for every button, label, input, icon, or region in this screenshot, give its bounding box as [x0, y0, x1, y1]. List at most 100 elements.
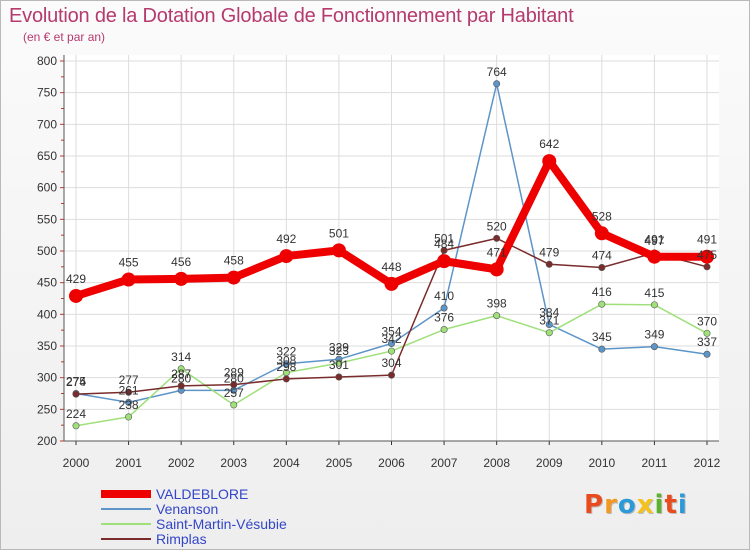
data-label: 287	[171, 367, 191, 381]
data-label: 354	[381, 324, 401, 338]
x-tick-label: 2010	[588, 456, 615, 470]
data-label: 289	[224, 366, 244, 380]
data-label: 479	[539, 245, 559, 259]
logo-letter: i	[654, 490, 665, 520]
data-label: 329	[329, 340, 349, 354]
data-point	[121, 272, 136, 287]
data-point	[230, 381, 238, 389]
data-label: 261	[119, 383, 139, 397]
data-label: 410	[434, 289, 454, 303]
data-label: 458	[224, 254, 244, 268]
data-label: 642	[539, 137, 559, 151]
proxiti-logo: Proxiti	[584, 490, 688, 520]
y-tick-label: 750	[37, 86, 57, 100]
data-label: 764	[487, 65, 507, 79]
data-point	[598, 263, 606, 271]
data-point	[279, 249, 294, 264]
legend-swatch-rimplas	[101, 538, 151, 540]
data-point	[437, 254, 452, 269]
data-point	[700, 249, 714, 264]
x-tick-label: 2002	[168, 456, 195, 470]
data-point	[387, 339, 395, 347]
data-label: 429	[66, 272, 86, 286]
data-point	[647, 249, 662, 264]
data-point	[125, 388, 133, 396]
data-label: 474	[592, 248, 612, 262]
series-saint-martin-v-subie	[72, 300, 711, 430]
x-tick-label: 2004	[273, 456, 300, 470]
data-point	[542, 154, 557, 169]
logo-letter: i	[677, 490, 688, 520]
data-point	[594, 226, 609, 241]
data-point	[384, 276, 399, 291]
x-tick-label: 2012	[694, 456, 721, 470]
data-point	[125, 413, 133, 421]
data-label: 275	[66, 375, 86, 389]
data-point	[72, 390, 80, 398]
chart-title: Evolution de la Dotation Globale de Fonc…	[9, 5, 574, 27]
y-tick-label: 300	[37, 371, 57, 385]
y-tick-label: 450	[37, 276, 57, 290]
data-label: 280	[171, 371, 191, 385]
y-tick-label: 200	[37, 434, 57, 448]
x-tick-label: 2005	[326, 456, 353, 470]
data-point	[72, 422, 80, 430]
data-label: 448	[381, 260, 401, 274]
data-point	[387, 347, 395, 355]
data-point	[174, 271, 189, 286]
legend-swatch-valdeblore	[101, 490, 151, 498]
legend-label-rimplas: Rimplas	[156, 531, 207, 547]
legend-label-saint-martin-vesubie: Saint-Martin-Vésubie	[156, 516, 287, 532]
data-label: 298	[276, 360, 296, 374]
logo-letter: t	[664, 490, 678, 520]
data-label: 345	[592, 330, 612, 344]
data-label: 349	[644, 328, 664, 342]
logo-letter: r	[604, 490, 618, 520]
data-point	[282, 375, 290, 383]
y-tick-label: 650	[37, 149, 57, 163]
x-tick-label: 2000	[63, 456, 90, 470]
x-tick-label: 2009	[536, 456, 563, 470]
data-point	[440, 326, 448, 334]
data-point	[598, 300, 606, 308]
data-point	[650, 301, 658, 309]
data-point	[230, 401, 238, 409]
data-label: 314	[171, 350, 191, 364]
data-label: 280	[224, 371, 244, 385]
data-label: 456	[171, 255, 191, 269]
x-tick-label: 2011	[642, 456, 668, 470]
data-label: 484	[434, 237, 454, 251]
data-label: 301	[329, 358, 349, 372]
data-label: 257	[224, 386, 244, 400]
data-label: 501	[434, 231, 454, 245]
data-label: 323	[329, 344, 349, 358]
data-point	[703, 263, 711, 271]
data-point	[650, 343, 658, 351]
data-label: 415	[644, 286, 664, 300]
y-tick-label: 800	[37, 54, 57, 68]
data-label: 455	[119, 256, 139, 270]
data-label: 492	[276, 232, 296, 246]
data-label: 337	[697, 335, 717, 349]
data-point	[489, 262, 504, 277]
data-label: 304	[381, 356, 401, 370]
data-point	[493, 234, 501, 242]
data-label: 224	[66, 407, 86, 421]
data-point	[177, 382, 185, 390]
data-label: 528	[592, 209, 612, 223]
legend-label-venanson: Venanson	[156, 501, 219, 517]
data-point	[177, 365, 185, 373]
data-point	[125, 398, 133, 406]
data-point	[545, 320, 553, 328]
data-label: 491	[697, 233, 717, 247]
data-label: 371	[539, 314, 559, 328]
chart-subtitle: (en € et par an)	[23, 30, 106, 44]
y-tick-label: 550	[37, 212, 57, 226]
data-label: 308	[276, 354, 296, 368]
y-tick-label: 400	[37, 307, 57, 321]
data-point	[335, 359, 343, 367]
y-tick-label: 600	[37, 181, 57, 195]
logo-letter: P	[584, 490, 605, 520]
legend-swatch-saint-martin-vesubie	[101, 523, 151, 525]
